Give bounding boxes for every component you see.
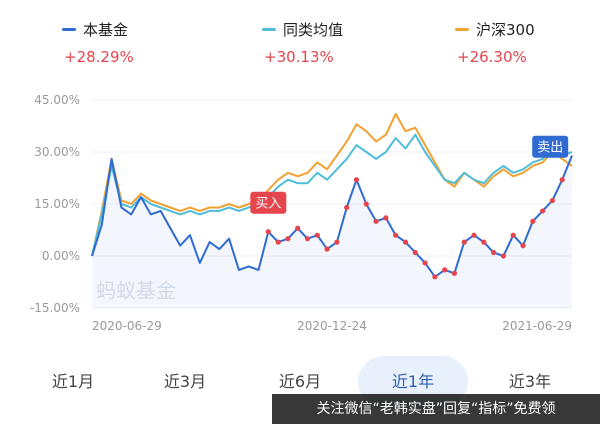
held-position-dot <box>412 249 418 256</box>
held-position-dot <box>549 197 556 204</box>
tab-3-months[interactable]: 近3月 <box>163 372 207 391</box>
held-position-dot <box>373 218 379 224</box>
legend-name-fund: 本基金 <box>83 20 129 39</box>
held-position-dot <box>432 274 438 280</box>
held-position-dot <box>500 253 507 259</box>
held-position-dot <box>491 249 497 256</box>
legend-item-fund: 本基金 +28.29% <box>62 18 134 66</box>
x-tick-label: 2020-12-24 <box>297 319 367 333</box>
held-position-dot <box>461 239 467 245</box>
held-position-dot <box>559 177 565 183</box>
held-position-dot <box>285 236 291 242</box>
y-tick-label: -15.00% <box>30 301 80 315</box>
sell-label: 卖出 <box>537 141 563 156</box>
held-position-dot <box>442 267 448 273</box>
series-line-csi300 <box>91 112 573 257</box>
legend-value-csi300: +26.30% <box>457 48 527 66</box>
held-position-dot <box>383 215 389 221</box>
held-position-dot <box>334 239 340 245</box>
held-position-dot <box>393 232 399 238</box>
held-position-dot <box>530 218 536 224</box>
legend-value-fund: +28.29% <box>64 48 134 66</box>
tab-3-years[interactable]: 近3年 <box>508 372 552 391</box>
watermark-text: 蚂蚁基金 <box>96 279 176 303</box>
legend-swatch-fund <box>62 27 76 31</box>
legend-swatch-peer-average <box>262 27 276 31</box>
held-position-dot <box>304 236 311 242</box>
y-tick-label: 0.00% <box>42 249 80 263</box>
x-tick-label: 2021-06-29 <box>502 319 572 333</box>
held-position-dot <box>540 208 546 214</box>
sell-marker <box>532 135 569 158</box>
held-position-dot <box>402 239 409 245</box>
held-position-dot <box>520 243 526 249</box>
legend-swatch-csi300 <box>455 27 469 31</box>
tab-1-month[interactable]: 近1月 <box>51 372 95 391</box>
legend-name-csi300: 沪深300 <box>476 20 535 39</box>
held-position-dot <box>510 232 516 238</box>
held-position-dot <box>471 232 477 238</box>
held-position-dot <box>422 260 428 266</box>
legend-name-peer-average: 同类均值 <box>283 20 344 39</box>
chart-legend: 本基金 +28.29% 同类均值 +30.13% 沪深300 +26.30% <box>0 18 600 78</box>
held-position-dot <box>353 177 360 183</box>
y-tick-label: 15.00% <box>34 197 80 211</box>
held-position-dot <box>451 270 458 276</box>
held-position-dot <box>481 239 487 245</box>
legend-value-peer-average: +30.13% <box>264 48 334 66</box>
held-position-dot <box>344 204 350 211</box>
y-tick-label: 45.00% <box>34 93 80 107</box>
held-position-dot <box>314 232 320 238</box>
legend-item-peer-average: 同类均值 +30.13% <box>262 18 343 66</box>
legend-item-csi300: 沪深300 +26.30% <box>455 18 535 66</box>
tab-6-months[interactable]: 近6月 <box>278 372 322 391</box>
held-position-dot <box>295 225 301 231</box>
held-position-dot <box>363 201 369 207</box>
buy-marker <box>250 191 287 214</box>
series-line-peer-average <box>91 133 573 257</box>
held-position-dot <box>265 229 271 235</box>
performance-chart: 45.00% 30.00% 15.00% 0.00% -15.00% 蚂蚁基金 2020-0… <box>30 93 573 333</box>
buy-label: 买入 <box>255 197 281 212</box>
x-tick-label: 2020-06-29 <box>92 319 162 333</box>
fund-area <box>92 155 572 308</box>
held-position-dot <box>324 246 330 252</box>
held-position-dot <box>275 239 281 245</box>
y-tick-label: 30.00% <box>34 145 80 159</box>
promo-banner: 关注微信“老韩实盘”回复“指标”免费领 <box>272 394 600 424</box>
